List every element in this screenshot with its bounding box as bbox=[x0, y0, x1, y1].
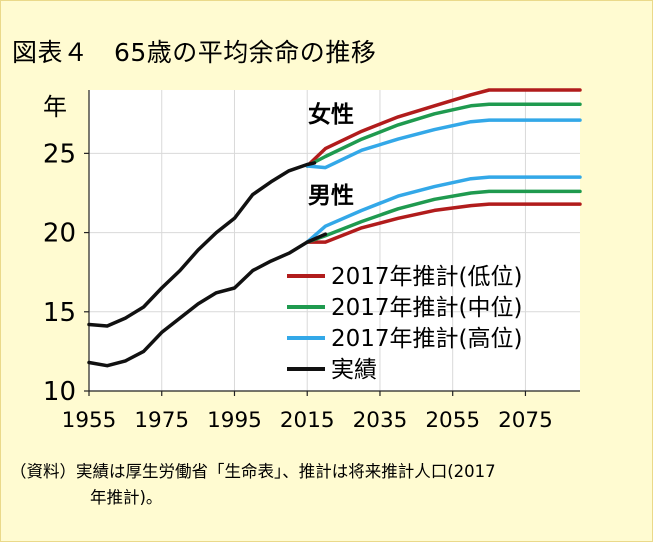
legend-label-low: 2017年推計(低位) bbox=[331, 264, 522, 290]
source-note-line2: 年推計)。 bbox=[90, 488, 163, 507]
x-tick-label: 1995 bbox=[207, 408, 262, 433]
x-tick-label: 2075 bbox=[498, 408, 553, 433]
series-line-mid-male bbox=[305, 189, 582, 244]
y-tick-label: 15 bbox=[43, 298, 76, 328]
x-tick-label: 1955 bbox=[62, 408, 117, 433]
plot-area bbox=[89, 90, 580, 391]
x-tick-label: 2015 bbox=[280, 408, 335, 433]
source-note: （資料）実績は厚生労働省「生命表」、推計は将来推計人口(2017 年推計)。 bbox=[10, 459, 640, 511]
page-title: 図表４ 65歳の平均余命の推移 bbox=[12, 38, 377, 67]
series-line-high-male bbox=[305, 175, 582, 244]
legend-label-high: 2017年推計(高位) bbox=[331, 326, 522, 352]
legend-label-mid: 2017年推計(中位) bbox=[331, 295, 522, 321]
y-tick-label: 20 bbox=[43, 219, 76, 249]
series-line-mid-female bbox=[305, 102, 582, 168]
y-tick-label: 25 bbox=[43, 139, 76, 169]
series-line-high-female bbox=[305, 118, 582, 170]
series-line-low-male bbox=[305, 202, 582, 244]
series-line-low-female bbox=[305, 88, 582, 168]
annotation-female: 女性 bbox=[308, 101, 354, 128]
x-tick-label: 2055 bbox=[425, 408, 480, 433]
x-tick-label: 1975 bbox=[134, 408, 189, 433]
annotation-male: 男性 bbox=[308, 183, 354, 209]
y-tick-label: 10 bbox=[43, 377, 76, 407]
series-line-actual-male bbox=[87, 232, 328, 368]
series-line-actual-female bbox=[87, 161, 317, 328]
legend-label-actual: 実績 bbox=[331, 357, 377, 383]
y-axis-unit: 年 bbox=[43, 93, 67, 121]
source-note-line1: （資料）実績は厚生労働省「生命表」、推計は将来推計人口(2017 bbox=[10, 462, 496, 481]
x-tick-label: 2035 bbox=[353, 408, 408, 433]
